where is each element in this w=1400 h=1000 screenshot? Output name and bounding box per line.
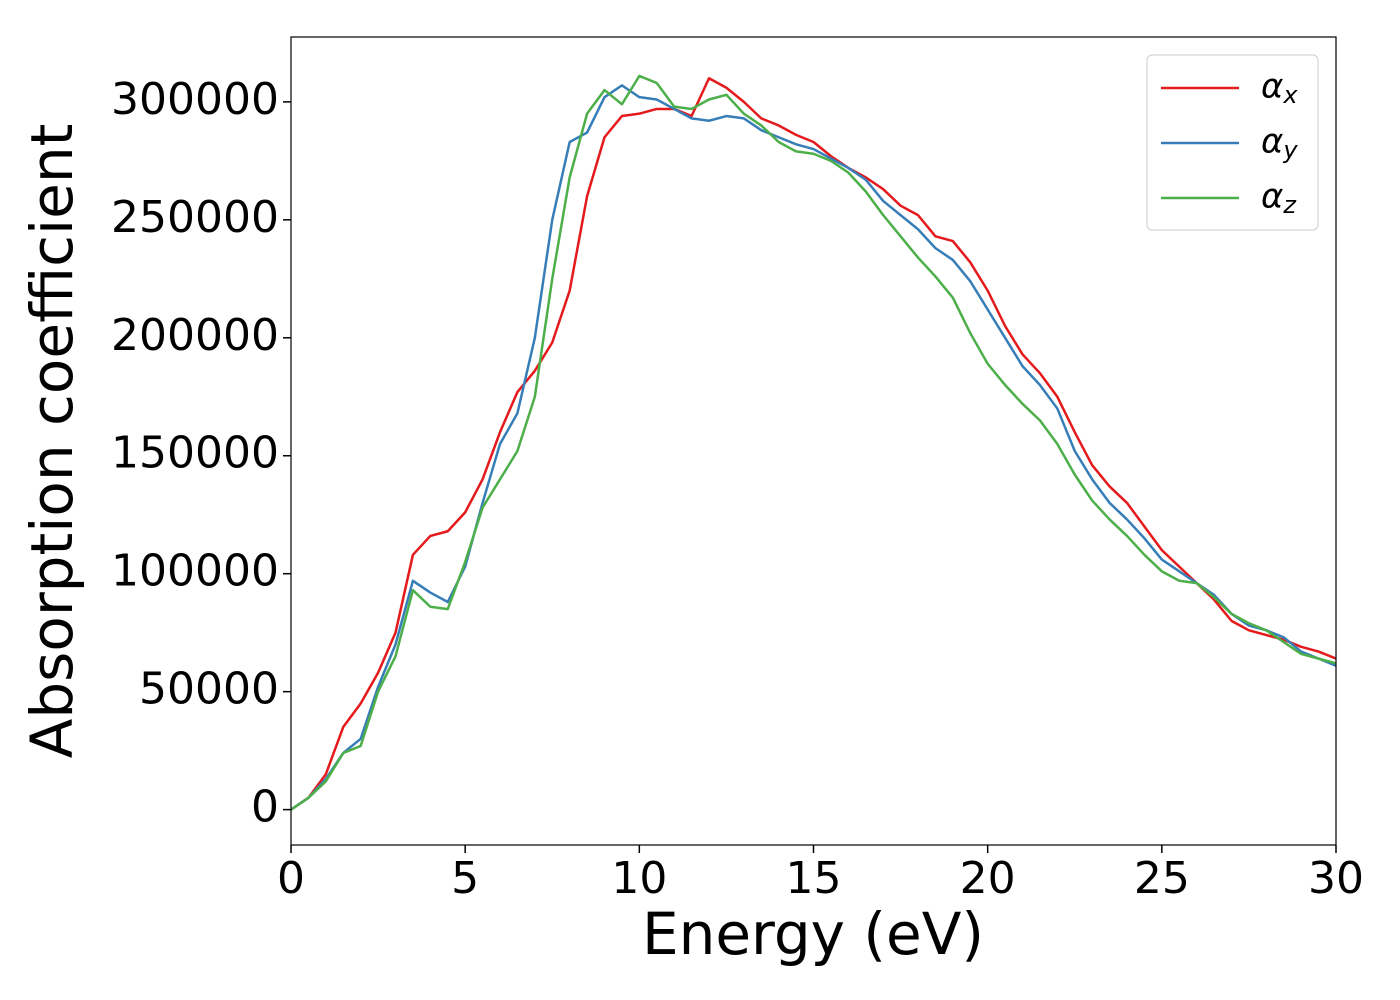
data-line	[291, 74, 1336, 811]
x-tick-label: 5	[451, 853, 479, 904]
x-tick-label: 15	[786, 853, 842, 904]
x-tick-label: 10	[611, 853, 667, 904]
y-tick-label: 0	[251, 782, 279, 833]
y-axis-label: Absorption coefficient	[18, 124, 86, 759]
y-tick-label: 200000	[111, 310, 279, 361]
y-tick-label: 250000	[111, 192, 279, 243]
x-tick-label: 30	[1308, 853, 1364, 904]
x-tick-label: 25	[1134, 853, 1190, 904]
legend-subscript: z	[1282, 191, 1297, 219]
x-axis-label: Energy (eV)	[642, 900, 984, 968]
y-tick-label: 300000	[111, 74, 279, 125]
y-tick-label: 100000	[111, 546, 279, 597]
plot-frame	[290, 36, 1337, 846]
y-tick-label: 50000	[139, 664, 279, 715]
x-tick-label: 20	[960, 853, 1016, 904]
legend-subscript: y	[1282, 136, 1298, 164]
data-line	[291, 77, 1336, 811]
y-tick-label: 150000	[111, 428, 279, 479]
legend-subscript: x	[1282, 81, 1298, 109]
data-line	[291, 84, 1336, 811]
legend-label: αz	[1261, 177, 1297, 220]
x-tick-label: 0	[277, 853, 305, 904]
